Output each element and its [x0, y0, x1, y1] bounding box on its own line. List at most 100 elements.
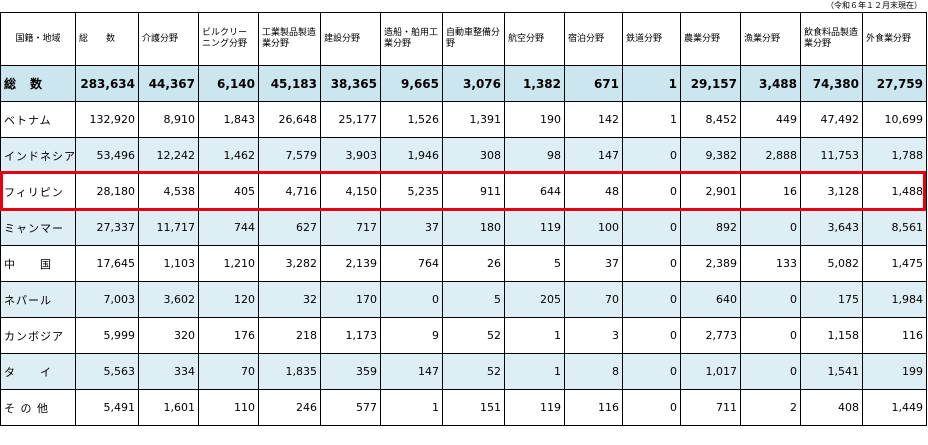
table-cell: 5,999: [75, 317, 139, 354]
table-cell: 0: [622, 353, 681, 390]
table-cell: 147: [380, 353, 443, 390]
table-row: ネパール 7,003 3,602 120 32 170 0 5 205 70 0 640 0 175 1,9…: [0, 281, 927, 318]
table-cell: 3,643: [800, 209, 863, 246]
table-cell: 133: [740, 245, 801, 282]
header-column: 外食業分野: [862, 12, 927, 66]
table-cell: 5,491: [75, 389, 139, 426]
table-cell: 52: [442, 353, 505, 390]
table-cell: 180: [442, 209, 505, 246]
country-label: 中 国: [0, 245, 76, 282]
table-cell: 11,753: [800, 137, 863, 174]
header-column: 鉄道分野: [622, 12, 681, 66]
table-row: フィリピン 28,180 4,538 405 4,716 4,150 5,235 911 644…: [0, 173, 927, 210]
header-column: 建設分野: [320, 12, 381, 66]
table-cell: 744: [198, 209, 259, 246]
table-cell: 176: [198, 317, 259, 354]
table-cell: 26: [442, 245, 505, 282]
table-cell: 1: [504, 353, 565, 390]
table-cell: 0: [622, 389, 681, 426]
table-cell: 2,773: [680, 317, 741, 354]
table-cell: 1,017: [680, 353, 741, 390]
table-cell: 2,139: [320, 245, 381, 282]
table-cell: 405: [198, 173, 259, 210]
table-row: ベトナム 132,920 8,910 1,843 26,648 25,177 1,526 1,…: [0, 101, 927, 138]
table-row: 中 国 17,645 1,103 1,210 3,282 2,139 764 26 5 37 0 2,…: [0, 245, 927, 282]
header-column: ビルクリーニング分野: [198, 12, 259, 66]
table-cell: 12,242: [138, 137, 199, 174]
table-cell: 4,150: [320, 173, 381, 210]
table-cell: 37: [564, 245, 623, 282]
table-cell: 1,475: [862, 245, 927, 282]
header-country: 国籍・地域: [0, 12, 76, 66]
table-cell: 132,920: [75, 101, 139, 138]
table-cell: 32: [258, 281, 321, 318]
table-cell: 8: [564, 353, 623, 390]
country-label: そ の 他: [0, 389, 76, 426]
table-cell: 7,579: [258, 137, 321, 174]
table-cell: 3: [564, 317, 623, 354]
table-cell: 29,157: [680, 65, 741, 102]
header-column: 農業分野: [680, 12, 741, 66]
table-cell: 5: [442, 281, 505, 318]
table-cell: 37: [380, 209, 443, 246]
table-cell: 0: [622, 317, 681, 354]
table-cell: 28,180: [75, 173, 139, 210]
table-cell: 1,946: [380, 137, 443, 174]
table-cell: 48: [564, 173, 623, 210]
table-cell: 147: [564, 137, 623, 174]
table-cell: 0: [622, 173, 681, 210]
table-cell: 25,177: [320, 101, 381, 138]
country-label: ベトナム: [0, 101, 76, 138]
table-cell: 3,282: [258, 245, 321, 282]
header-column: 飲食料品製造業分野: [800, 12, 863, 66]
table-cell: 205: [504, 281, 565, 318]
country-label: ネパール: [0, 281, 76, 318]
table-cell: 0: [622, 245, 681, 282]
table-cell: 1,984: [862, 281, 927, 318]
table-cell: 98: [504, 137, 565, 174]
table-cell: 627: [258, 209, 321, 246]
table-cell: 2,901: [680, 173, 741, 210]
table-cell: 408: [800, 389, 863, 426]
header-row: 国籍・地域総 数介護分野 ビルクリーニング分野 工業製品製造業分野 建設分野 造船・舶用…: [0, 12, 927, 66]
header-column: 造船・舶用工業分野: [380, 12, 443, 66]
table-cell: 0: [740, 281, 801, 318]
table-cell: 6,140: [198, 65, 259, 102]
table-cell: 1,103: [138, 245, 199, 282]
table-cell: 70: [564, 281, 623, 318]
table-cell: 644: [504, 173, 565, 210]
table-cell: 3,076: [442, 65, 505, 102]
country-label: 総 数: [0, 65, 76, 102]
table-cell: 116: [862, 317, 927, 354]
header-column: 漁業分野: [740, 12, 801, 66]
table-cell: 1,541: [800, 353, 863, 390]
table-cell: 119: [504, 209, 565, 246]
header-column: 総 数: [75, 12, 139, 66]
table-cell: 4,716: [258, 173, 321, 210]
header-column: 介護分野: [138, 12, 199, 66]
table-cell: 53,496: [75, 137, 139, 174]
table-cell: 26,648: [258, 101, 321, 138]
table-cell: 0: [622, 137, 681, 174]
header-column: 宿泊分野: [564, 12, 623, 66]
table-cell: 44,367: [138, 65, 199, 102]
table-cell: 1,788: [862, 137, 927, 174]
table-cell: 199: [862, 353, 927, 390]
table-cell: 116: [564, 389, 623, 426]
table-cell: 119: [504, 389, 565, 426]
table-cell: 640: [680, 281, 741, 318]
table-cell: 170: [320, 281, 381, 318]
table-cell: 1,449: [862, 389, 927, 426]
table-cell: 449: [740, 101, 801, 138]
table-cell: 3,128: [800, 173, 863, 210]
table-cell: 320: [138, 317, 199, 354]
table-cell: 717: [320, 209, 381, 246]
table-cell: 74,380: [800, 65, 863, 102]
table-cell: 151: [442, 389, 505, 426]
total-row: 総 数 283,634 44,367 6,140 45,183 38,365 9,665 3,…: [0, 65, 927, 102]
country-label: カンボジア: [0, 317, 76, 354]
table-cell: 283,634: [75, 65, 139, 102]
statistics-table: 国籍・地域総 数介護分野 ビルクリーニング分野 工業製品製造業分野 建設分野 造船・舶用…: [0, 12, 927, 426]
table-cell: 0: [740, 353, 801, 390]
table-row: インドネシア 53,496 12,242 1,462 7,579 3,903 1,946 30…: [0, 137, 927, 174]
